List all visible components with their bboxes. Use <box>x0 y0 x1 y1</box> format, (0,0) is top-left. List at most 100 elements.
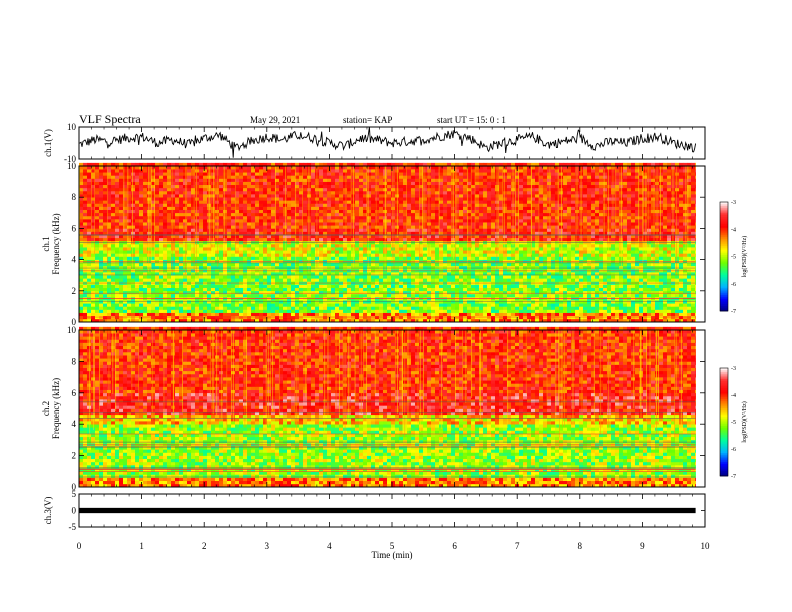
spectrogram-cell <box>159 228 164 232</box>
spectrogram-cell <box>523 234 528 239</box>
spectrogram-cell <box>519 225 524 229</box>
spectrogram-cell <box>439 225 444 229</box>
spectrogram-cell <box>387 278 392 282</box>
spectrogram-cell <box>675 250 680 254</box>
spectrogram-cell <box>311 250 316 254</box>
spectrogram-cell <box>647 250 652 254</box>
spectrogram-cell <box>235 250 240 254</box>
spectrogram-cell <box>659 312 664 317</box>
spectrogram-cell <box>535 265 540 270</box>
spectrogram-cell <box>291 250 296 254</box>
spectrogram-cell <box>207 318 212 323</box>
spectrogram-cell <box>447 234 452 239</box>
spectrogram-cell <box>527 247 532 251</box>
spectrogram-cell <box>675 247 680 251</box>
spectrogram-cell <box>491 262 496 267</box>
spectrogram-cell <box>103 278 108 282</box>
spectrogram-cell <box>523 312 528 317</box>
spectrogram-cell <box>139 306 144 310</box>
spectrogram-cell <box>311 287 316 292</box>
spectrogram-cell <box>179 309 184 313</box>
spectrogram-cell <box>547 318 552 323</box>
spectrogram-cell <box>99 237 104 242</box>
spectrogram-cell <box>271 312 276 317</box>
spectrogram-cell <box>259 253 264 257</box>
spectrogram-cell <box>355 272 360 276</box>
spectrogram-cell <box>679 275 684 279</box>
spectrogram-cell <box>531 231 536 235</box>
spectrogram-cell <box>431 303 436 307</box>
spectrogram-cell <box>159 253 164 257</box>
spectrogram-cell <box>295 306 300 310</box>
spectrogram-cell <box>575 262 580 267</box>
spectrogram-cell <box>343 244 348 248</box>
spectrogram-cell <box>279 318 284 323</box>
spectrogram-cell <box>179 293 184 298</box>
spectrogram-cell <box>279 287 284 292</box>
spectrogram-cell <box>623 315 628 320</box>
spectrogram-cell <box>491 290 496 295</box>
spectrogram-cell <box>407 278 412 282</box>
spectrogram-cell <box>243 237 248 242</box>
spectrogram-cell <box>151 253 156 257</box>
spectrogram-cell <box>363 293 368 298</box>
spectrogram-cell <box>583 265 588 270</box>
spectrogram-cell <box>275 228 280 232</box>
spectrogram-cell <box>259 293 264 298</box>
spectrogram-cell <box>335 290 340 295</box>
spectrogram-cell <box>559 284 564 288</box>
spectrogram-cell <box>419 303 424 307</box>
spectrogram-cell <box>595 234 600 239</box>
spectrogram-cell <box>615 300 620 304</box>
spectrogram-cell <box>207 306 212 310</box>
spectrogram-cell <box>119 287 124 292</box>
spectrogram-cell <box>631 247 636 251</box>
spectrogram-cell <box>171 306 176 310</box>
spectrogram-cell <box>575 250 580 254</box>
spectrogram-cell <box>603 312 608 317</box>
spectrogram-cell <box>111 318 116 323</box>
spectrogram-cell <box>611 244 616 248</box>
spectrogram-cell <box>231 256 236 260</box>
spectrogram-cell <box>419 278 424 282</box>
spectrogram-cell <box>195 309 200 313</box>
spectrogram-cell <box>323 312 328 317</box>
spectrogram-cell <box>211 272 216 276</box>
spectrogram-cell <box>647 237 652 242</box>
spectrogram-cell <box>207 253 212 257</box>
spectrogram-cell <box>599 300 604 304</box>
spectrogram-cell <box>263 275 268 279</box>
spectrogram-cell <box>543 247 548 251</box>
spectrogram-cell <box>163 312 168 317</box>
spectrogram-cell <box>283 290 288 295</box>
spectrogram-cell <box>483 265 488 270</box>
spectrogram-cell <box>539 284 544 288</box>
spectrogram-cell <box>339 244 344 248</box>
spectrogram-cell <box>543 272 548 276</box>
spectrogram-cell <box>155 265 160 270</box>
spectrogram-cell <box>447 312 452 317</box>
spectrogram-cell <box>427 303 432 307</box>
spectrogram-cell <box>447 237 452 242</box>
spectrogram-cell <box>351 318 356 323</box>
spectrogram-cell <box>383 303 388 307</box>
spectrogram-cell <box>247 293 252 298</box>
spectrogram-cell <box>443 293 448 298</box>
spectrogram-cell <box>171 300 176 304</box>
spectrogram-cell <box>515 303 520 307</box>
spectrogram-cell <box>111 300 116 304</box>
spectrogram-cell <box>471 284 476 288</box>
spectrogram-cell <box>683 293 688 298</box>
spectrogram-cell <box>311 222 316 226</box>
spectrogram-cell <box>615 275 620 279</box>
spectrogram-cell <box>683 253 688 257</box>
spectrogram-cell <box>659 303 664 307</box>
spectrogram-cell <box>199 265 204 270</box>
spectrogram-cell <box>251 262 256 267</box>
spectrogram-cell <box>623 306 628 310</box>
spectrogram-cell <box>287 225 292 229</box>
spectrogram-cell <box>311 231 316 235</box>
spectrogram-cell <box>571 278 576 282</box>
spectrogram-cell <box>639 262 644 267</box>
spectrogram-cell <box>635 256 640 260</box>
